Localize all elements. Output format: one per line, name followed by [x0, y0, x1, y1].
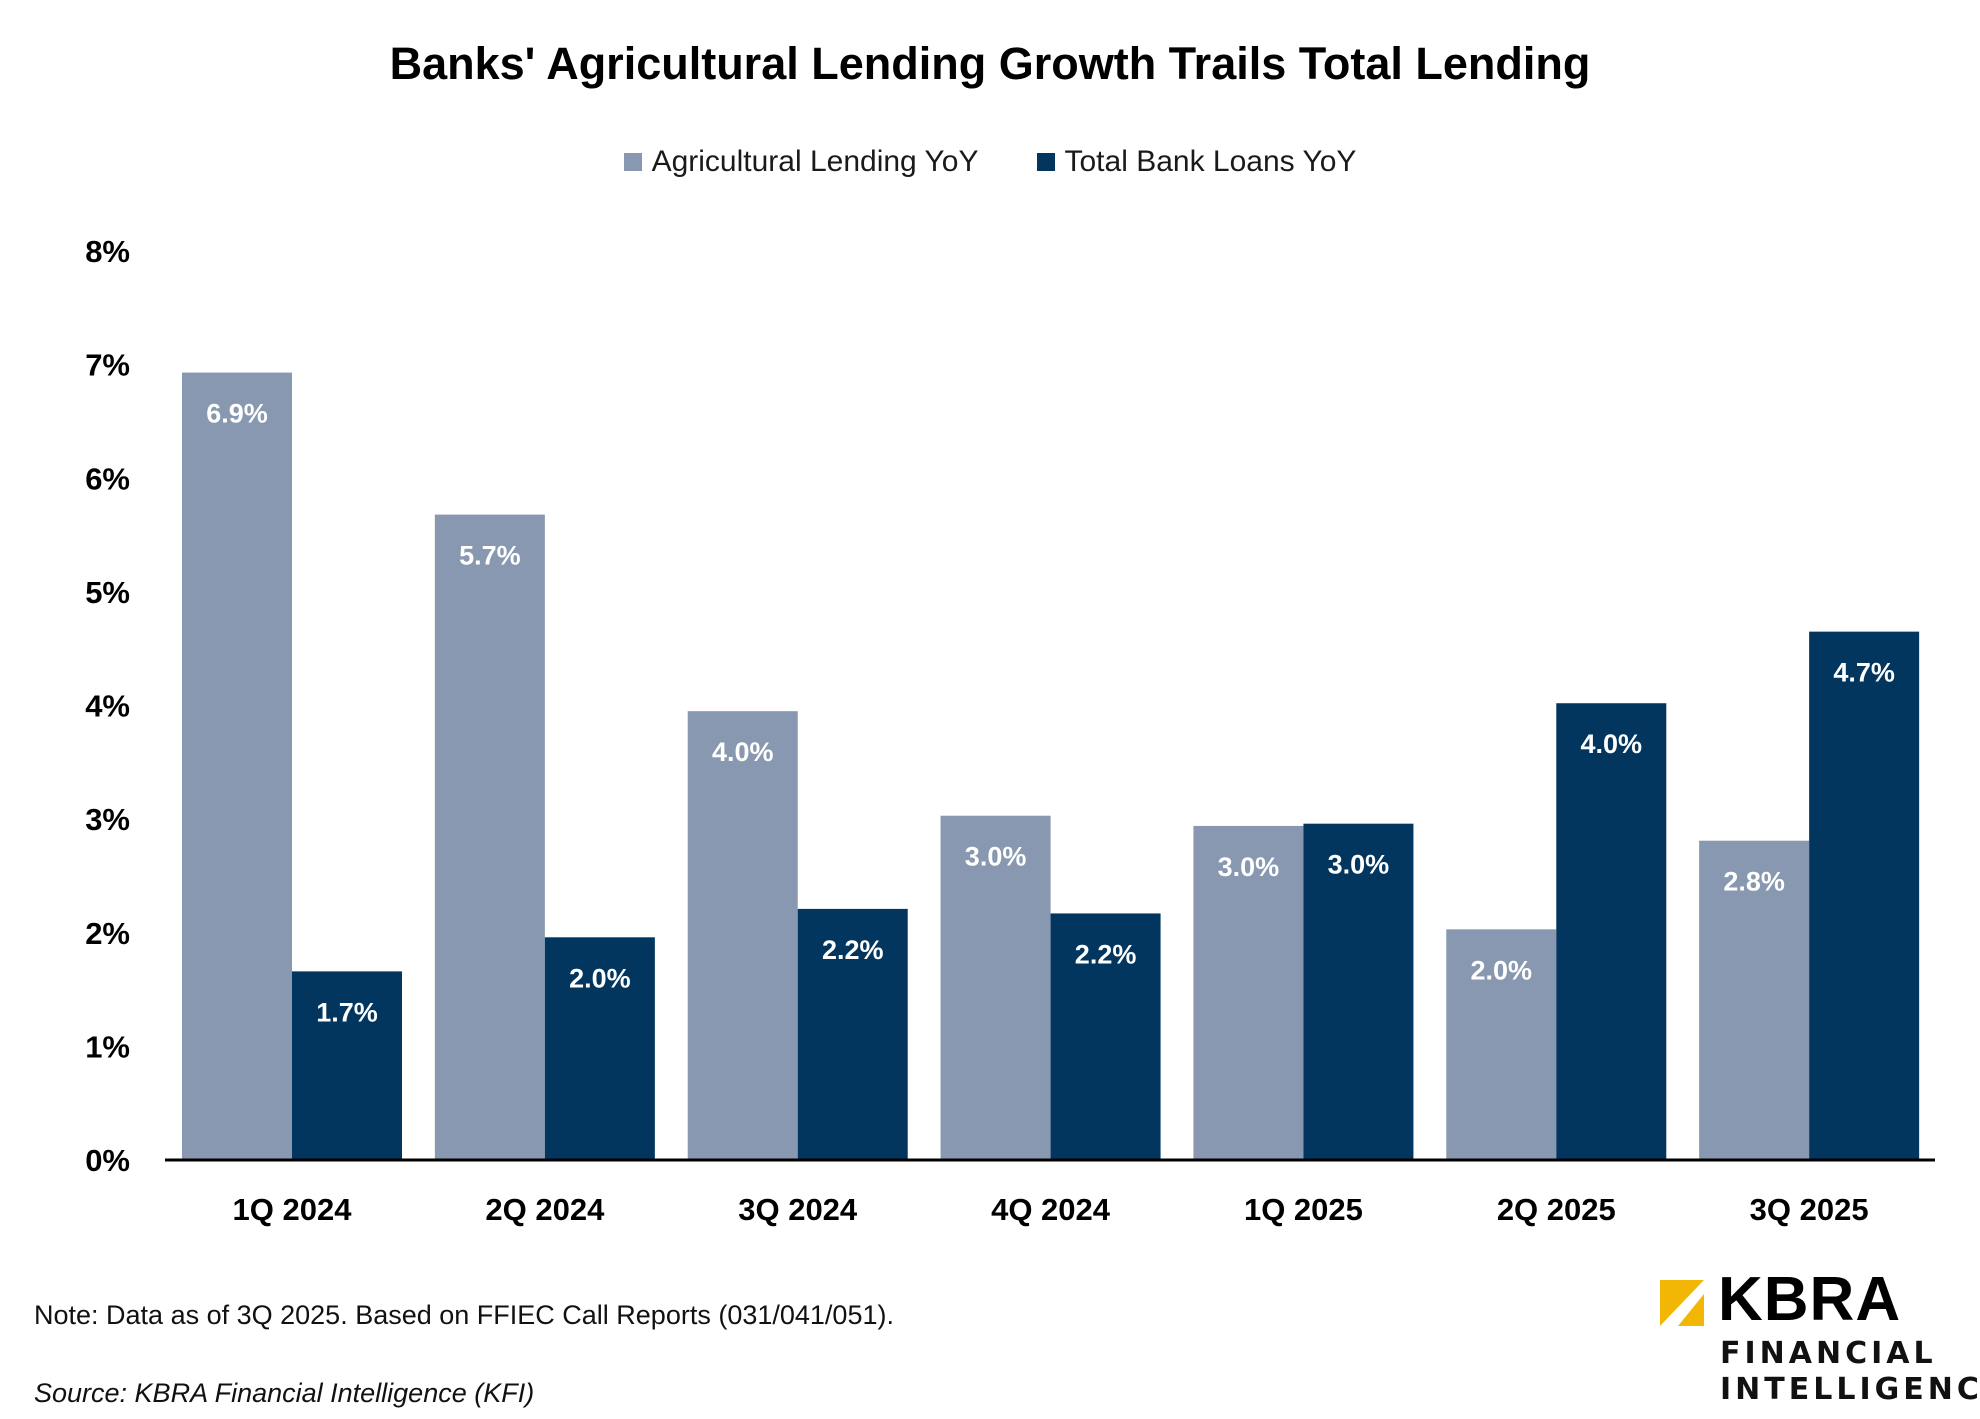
chart-title: Banks' Agricultural Lending Growth Trail… [389, 38, 1591, 89]
y-tick-label: 2% [85, 916, 130, 951]
data-label: 2.0% [1471, 955, 1533, 985]
chart-source: Source: KBRA Financial Intelligence (KFI… [34, 1378, 535, 1408]
bar-total-loans [797, 908, 908, 1160]
data-label: 1.7% [316, 997, 378, 1027]
x-tick-label: 4Q 2024 [991, 1192, 1111, 1227]
y-tick-label: 3% [85, 802, 130, 837]
legend-label-total-loans: Total Bank Loans YoY [1064, 145, 1357, 178]
bar-agricultural [1193, 825, 1304, 1160]
bar-total-loans [1303, 823, 1414, 1160]
bar-agricultural [1699, 840, 1810, 1160]
x-tick-label: 1Q 2024 [233, 1192, 353, 1227]
chart-note: Note: Data as of 3Q 2025. Based on FFIEC… [34, 1300, 894, 1330]
y-tick-label: 4% [85, 689, 130, 724]
x-tick-label: 2Q 2024 [485, 1192, 605, 1227]
y-tick-label: 6% [85, 461, 130, 496]
y-tick-label: 1% [85, 1029, 130, 1064]
data-label: 3.0% [1218, 852, 1280, 882]
y-tick-label: 7% [85, 348, 130, 383]
x-tick-label: 1Q 2025 [1244, 1192, 1363, 1227]
bar-total-loans [544, 937, 655, 1160]
bar-total-loans [1050, 913, 1161, 1160]
data-label: 2.2% [822, 935, 884, 965]
bar-total-loans [1809, 631, 1920, 1160]
data-label: 2.0% [569, 963, 631, 993]
y-tick-label: 8% [85, 234, 130, 269]
bar-agricultural [940, 815, 1051, 1160]
bar-agricultural [434, 514, 545, 1160]
bar-total-loans [1556, 703, 1667, 1160]
x-tick-label: 2Q 2025 [1497, 1192, 1616, 1227]
kbra-logo-line1: FINANCIAL [1720, 1336, 1937, 1371]
kbra-logo-line2: INTELLIGENCE [1720, 1372, 1980, 1407]
x-tick-label: 3Q 2024 [738, 1192, 858, 1227]
kbra-logo-word: KBRA [1718, 1265, 1902, 1334]
legend-label-agricultural: Agricultural Lending YoY [651, 145, 979, 178]
kbra-logo-mark-icon [1660, 1280, 1704, 1326]
data-label: 2.8% [1723, 867, 1785, 897]
data-label: 6.9% [206, 399, 268, 429]
bar-agricultural [1446, 929, 1557, 1160]
bar-agricultural [687, 711, 798, 1160]
legend-swatch-total-loans [1036, 153, 1055, 171]
y-tick-label: 0% [85, 1143, 130, 1178]
legend-item-agricultural: Agricultural Lending YoY [623, 145, 979, 179]
data-label: 2.2% [1075, 939, 1137, 969]
x-tick-label: 3Q 2025 [1750, 1192, 1869, 1227]
legend: Agricultural Lending YoY Total Bank Loan… [0, 145, 1980, 179]
data-label: 5.7% [459, 541, 521, 571]
data-label: 3.0% [965, 842, 1027, 872]
legend-swatch-agricultural [623, 153, 642, 171]
data-label: 4.0% [1581, 729, 1643, 759]
bar-agricultural [182, 372, 292, 1160]
data-label: 3.0% [1328, 850, 1390, 880]
bar-total-loans [292, 971, 402, 1160]
legend-item-total-loans: Total Bank Loans YoY [1036, 145, 1357, 179]
data-label: 4.7% [1833, 658, 1895, 688]
kbra-logo: KBRA FINANCIAL INTELLIGENCE [1660, 1269, 1980, 1415]
y-tick-label: 5% [85, 575, 130, 610]
data-label: 4.0% [712, 737, 774, 767]
